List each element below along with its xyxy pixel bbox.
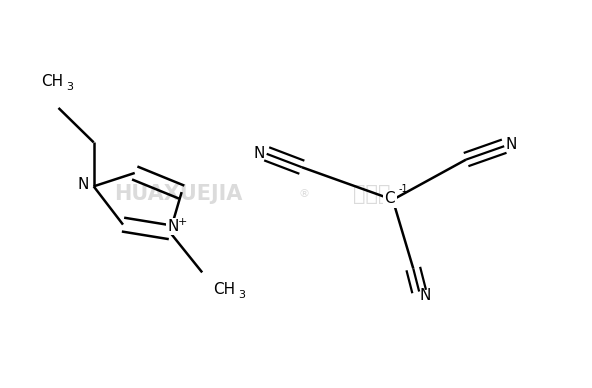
Text: 3: 3 bbox=[238, 290, 245, 300]
Text: ®: ® bbox=[299, 189, 310, 199]
Text: 化学加: 化学加 bbox=[353, 184, 391, 204]
Text: N: N bbox=[78, 177, 89, 192]
Text: -1: -1 bbox=[398, 184, 408, 194]
Text: 3: 3 bbox=[66, 82, 73, 92]
Text: CH: CH bbox=[213, 282, 235, 297]
Text: N: N bbox=[167, 219, 179, 234]
Text: C: C bbox=[385, 191, 395, 206]
Text: N: N bbox=[254, 146, 265, 161]
Text: N: N bbox=[506, 137, 517, 152]
Text: +: + bbox=[178, 217, 188, 227]
Text: N: N bbox=[419, 288, 431, 303]
Text: HUAXUEJIA: HUAXUEJIA bbox=[114, 184, 243, 204]
Text: CH: CH bbox=[41, 74, 63, 89]
